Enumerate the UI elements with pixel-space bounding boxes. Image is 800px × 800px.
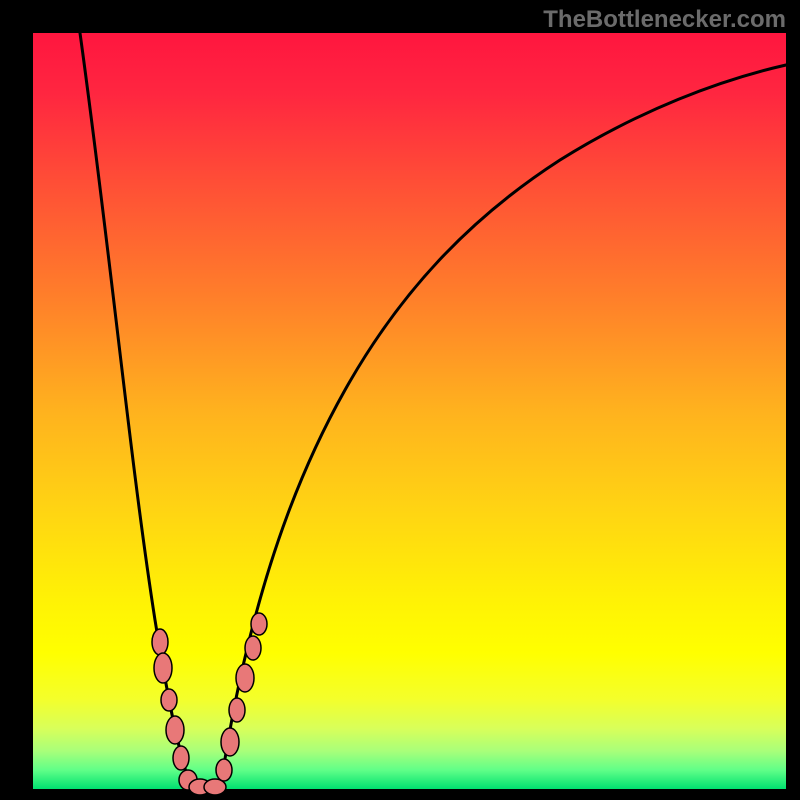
curve-marker	[221, 728, 239, 756]
watermark-text: TheBottlenecker.com	[543, 6, 786, 34]
chart-svg	[0, 0, 800, 800]
plot-area	[33, 33, 786, 789]
curve-marker	[152, 629, 168, 655]
curve-marker	[216, 759, 232, 781]
curve-marker	[154, 653, 172, 683]
curve-marker	[166, 716, 184, 744]
curve-marker	[161, 689, 177, 711]
curve-marker	[251, 613, 267, 635]
chart-canvas: TheBottlenecker.com	[0, 0, 800, 800]
curve-marker	[245, 636, 261, 660]
curve-marker	[229, 698, 245, 722]
curve-marker	[236, 664, 254, 692]
curve-marker	[173, 746, 189, 770]
